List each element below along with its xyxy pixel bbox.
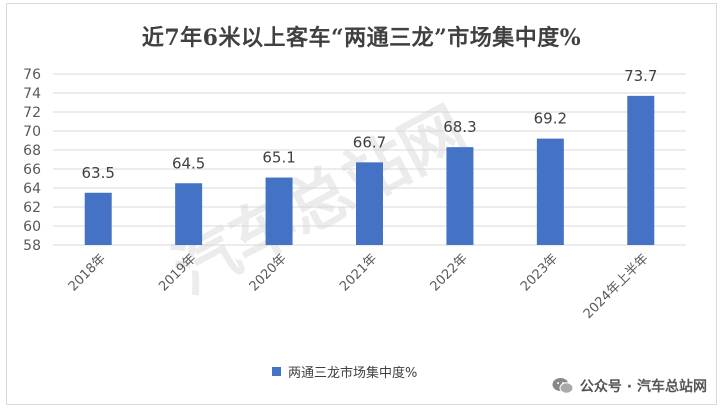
y-tick-label: 58: [23, 238, 41, 254]
bar: [84, 192, 112, 245]
y-tick-label: 62: [23, 200, 41, 216]
y-tick-label: 60: [23, 219, 41, 235]
bar: [536, 138, 564, 245]
y-tick-label: 76: [23, 67, 41, 83]
watermark: 公众号 · 汽车总站网: [552, 376, 707, 396]
chart-title: 近7年6米以上客车“两通三龙”市场集中度%: [141, 25, 582, 51]
y-tick-label: 72: [23, 105, 41, 121]
data-label: 69.2: [534, 110, 567, 128]
watermark-text: 公众号 · 汽车总站网: [579, 379, 707, 395]
y-tick-label: 74: [23, 86, 41, 102]
x-tick-label: 2022年: [428, 251, 471, 294]
data-label: 64.5: [172, 154, 205, 172]
bar: [356, 162, 383, 245]
x-tick-label: 2024年上半年: [581, 251, 652, 322]
y-tick-label: 66: [23, 162, 41, 178]
bar: [446, 147, 474, 245]
x-tick-label: 2023年: [518, 251, 561, 294]
x-tick-label: 2021年: [337, 251, 380, 294]
y-tick-label: 70: [23, 124, 41, 140]
bar: [627, 95, 655, 245]
legend-swatch: [272, 367, 281, 376]
x-tick-label: 2018年: [66, 251, 109, 294]
bar: [265, 177, 293, 245]
background-watermark: 汽车总站网: [161, 94, 478, 310]
legend-label: 两通三龙市场集中度%: [288, 366, 418, 381]
y-tick-label: 68: [23, 143, 41, 159]
data-label: 65.1: [262, 149, 295, 167]
data-label: 73.7: [624, 67, 657, 85]
wechat-icon: [552, 378, 574, 394]
y-tick-label: 64: [23, 181, 41, 197]
legend: 两通三龙市场集中度%: [272, 362, 417, 381]
data-label: 68.3: [443, 118, 476, 136]
data-label: 66.7: [353, 133, 386, 151]
bar: [175, 183, 203, 245]
data-label: 63.5: [82, 164, 115, 182]
